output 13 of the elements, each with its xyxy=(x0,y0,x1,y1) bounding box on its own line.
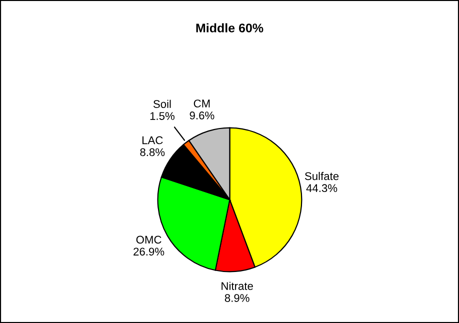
data-label: 44.3% xyxy=(306,184,338,192)
slice-label: Sulfate xyxy=(304,172,339,180)
data-label: 26.9% xyxy=(134,248,164,256)
data-label: 1.5% xyxy=(150,112,174,120)
data-label: 8.8% xyxy=(140,148,165,156)
data-label: 8.9% xyxy=(224,294,250,302)
slice-label: LAC xyxy=(142,136,163,144)
slice-label: Soil xyxy=(153,100,171,108)
slice-label: Nitrate xyxy=(222,282,253,290)
chart-title: Middle 60% xyxy=(196,23,264,32)
slice-label: CM xyxy=(194,100,210,108)
data-label: 9.6% xyxy=(190,112,214,120)
slice-label: OMC xyxy=(136,236,162,244)
